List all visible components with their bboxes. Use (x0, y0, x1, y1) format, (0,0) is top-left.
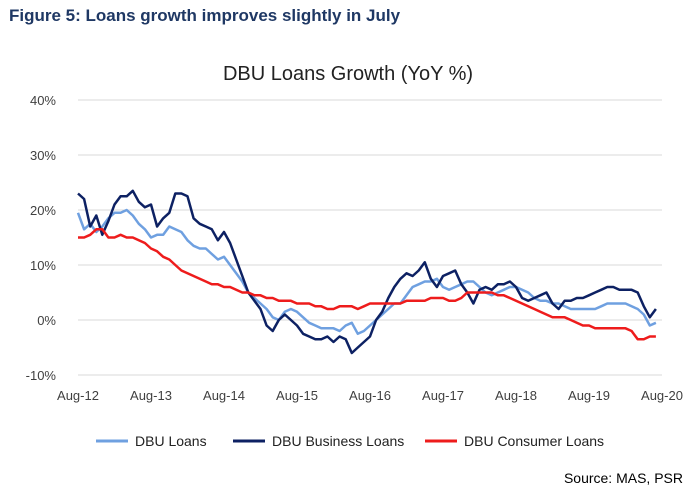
legend-label: DBU Loans (135, 433, 207, 449)
series-line-dbu-consumer-loans (78, 228, 656, 341)
x-tick-label: Aug-20 (641, 388, 683, 403)
x-tick-label: Aug-15 (276, 388, 318, 403)
x-axis-ticks: Aug-12 Aug-13 Aug-14 Aug-15 Aug-16 Aug-17 Aug-… (57, 388, 683, 403)
series-line-dbu-loans (76, 208, 657, 336)
x-tick-label: Aug-13 (130, 388, 172, 403)
legend: DBU Loans DBU Business Loans DBU Consumer … (96, 433, 604, 449)
x-tick-label: Aug-18 (495, 388, 537, 403)
y-axis-ticks: -10% 0% 10% 20% 30% 40% (26, 93, 57, 383)
y-tick-label: 20% (30, 203, 56, 218)
y-tick-label: 10% (30, 258, 56, 273)
y-tick-label: 0% (37, 313, 56, 328)
series-line-dbu-business-loans (77, 189, 657, 355)
y-tick-label: 30% (30, 148, 56, 163)
x-tick-label: Aug-14 (203, 388, 245, 403)
legend-label: DBU Consumer Loans (464, 433, 604, 449)
x-tick-label: Aug-17 (422, 388, 464, 403)
x-tick-label: Aug-16 (349, 388, 391, 403)
x-tick-label: Aug-12 (57, 388, 99, 403)
gridlines (78, 99, 662, 376)
figure-title: Figure 5: Loans growth improves slightly… (9, 6, 401, 25)
y-tick-label: -10% (26, 368, 57, 383)
series-lines (76, 189, 657, 355)
legend-label: DBU Business Loans (272, 433, 404, 449)
chart-title: DBU Loans Growth (YoY %) (223, 63, 473, 85)
x-tick-label: Aug-19 (568, 388, 610, 403)
y-tick-label: 40% (30, 93, 56, 108)
source-note: Source: MAS, PSR (563, 470, 683, 486)
